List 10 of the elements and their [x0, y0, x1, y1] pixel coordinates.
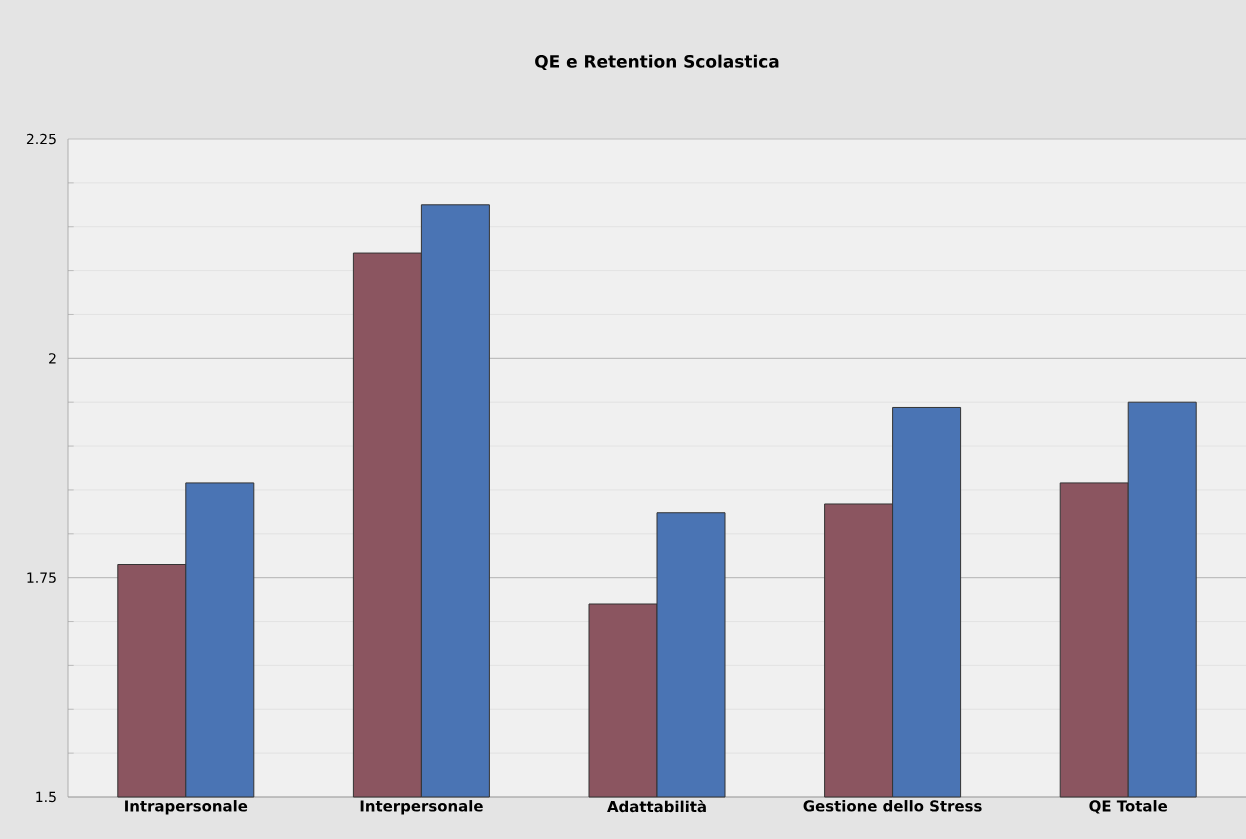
y-tick-label: 2 [49, 353, 56, 364]
chart-title: QE e Retention Scolastica [535, 54, 779, 70]
x-tick-label: QE Totale [1089, 800, 1168, 814]
x-tick-label: Intrapersonale [125, 800, 248, 815]
x-tick-label: Interpersonale [360, 800, 483, 815]
y-tick-label: 1.5 [36, 791, 56, 803]
x-tick-label: Adattabilità [607, 800, 706, 813]
x-tick-label: Gestione dello Stress [803, 800, 982, 812]
y-tick-label: 2.25 [26, 133, 56, 145]
y-tick-label: 1.75 [27, 572, 56, 583]
